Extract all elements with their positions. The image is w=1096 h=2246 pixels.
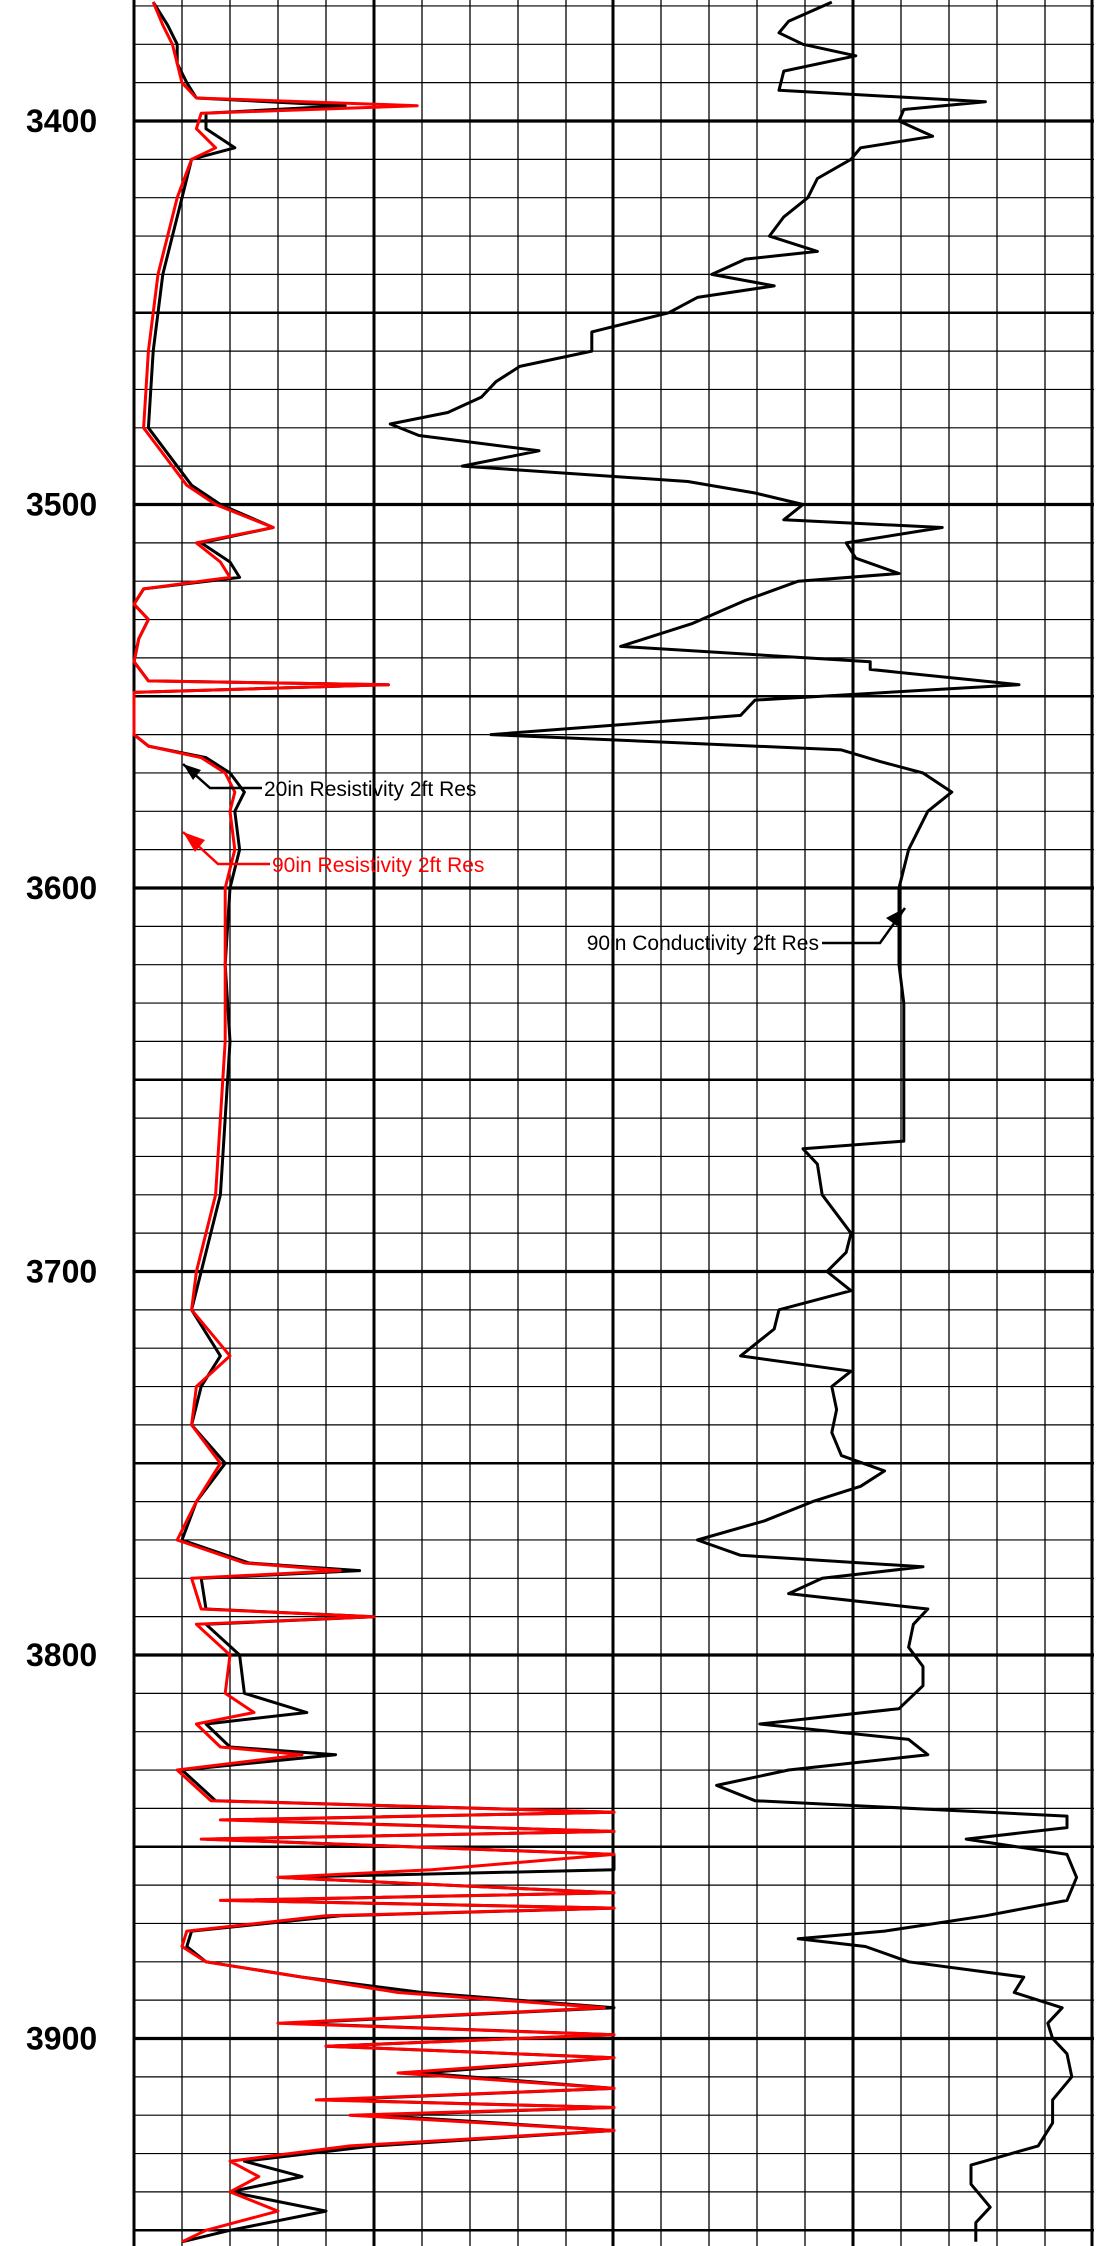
callout-arrowhead [886, 908, 905, 926]
depth-tick-label: 3400 [26, 103, 97, 139]
callout-90in-resistivity-2ft-res: 90in Resistivity 2ft Res [182, 831, 484, 877]
callout-90in-conductivity-2ft-res: 90in Conductivity 2ft Res [587, 907, 907, 955]
callout-arrowhead [183, 764, 201, 780]
depth-tick-label: 3800 [26, 1637, 97, 1673]
depth-tick-label: 3900 [26, 2021, 97, 2057]
depth-tick-label: 3500 [26, 487, 97, 523]
callout-20in-resistivity-2ft-res: 20in Resistivity 2ft Res [182, 763, 476, 801]
callout-arrowhead [183, 832, 205, 852]
depth-tick-label: 3600 [26, 870, 97, 906]
callout-leader-line [822, 907, 907, 945]
callout-label: 20in Resistivity 2ft Res [264, 778, 476, 801]
callout-label: 90in Resistivity 2ft Res [272, 854, 484, 877]
callouts: 20in Resistivity 2ft Res 90in Resistivity… [182, 763, 907, 955]
grid [132, 0, 1094, 2246]
curves [132, 0, 1079, 2244]
curve-90in-conductivity-2ft-res [388, 0, 1079, 2242]
curve-90in-resistivity-2ft-res [132, 1, 616, 2244]
callout-label: 90in Conductivity 2ft Res [587, 932, 819, 955]
depth-tick-label: 3700 [26, 1254, 97, 1290]
depth-axis: 3400 3500 3600 3700 3800 3900 [26, 103, 97, 2057]
